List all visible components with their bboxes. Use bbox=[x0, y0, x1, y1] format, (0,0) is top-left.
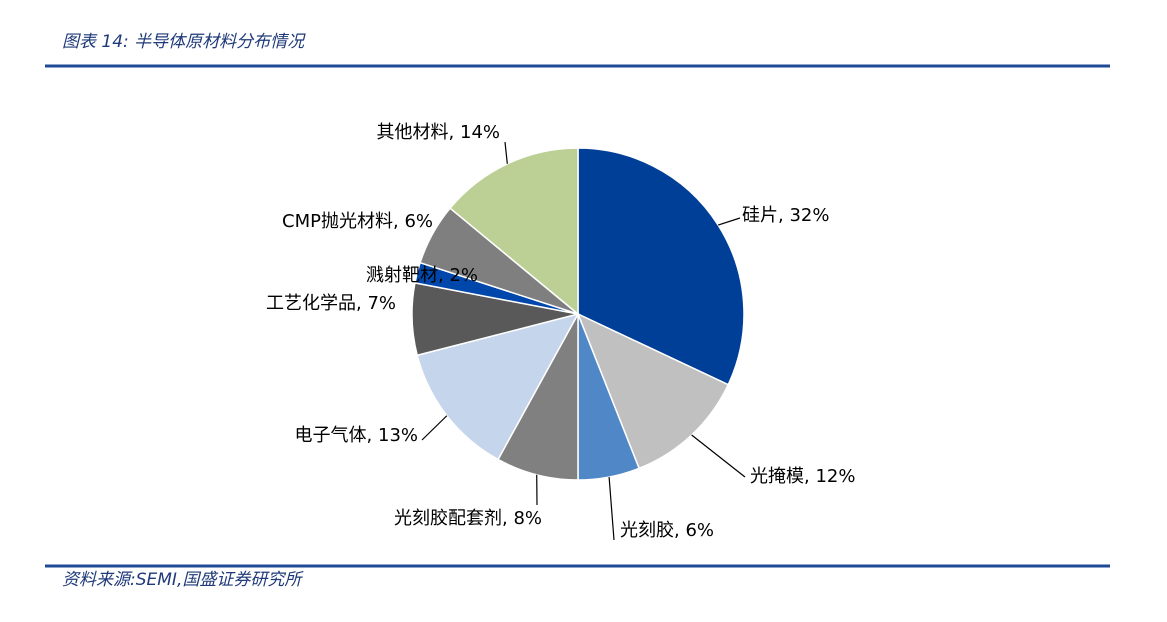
slice-label: CMP抛光材料, 6% bbox=[282, 211, 433, 232]
pie-slice bbox=[576, 312, 730, 470]
slice-label: 其他材料, 14% bbox=[377, 122, 500, 143]
pie-slice bbox=[416, 312, 580, 461]
pie-slice bbox=[449, 147, 579, 316]
leader-line bbox=[504, 141, 508, 164]
pie-slice bbox=[577, 147, 745, 386]
slice-label: 光刻胶, 6% bbox=[620, 520, 714, 541]
slice-label: 硅片, 32% bbox=[742, 205, 829, 226]
slice-label: 光掩模, 12% bbox=[750, 466, 855, 487]
leader-line bbox=[717, 217, 741, 226]
slice-label: 工艺化学品, 7% bbox=[266, 293, 396, 314]
leader-line bbox=[691, 434, 746, 478]
figure-title: 图表 14: 半导体原材料分布情况 bbox=[62, 32, 306, 52]
pie bbox=[411, 141, 746, 541]
slice-label: 电子气体, 13% bbox=[295, 425, 418, 446]
leader-line bbox=[608, 477, 615, 541]
leader-line bbox=[421, 415, 448, 441]
slice-label: 光刻胶配套剂, 8% bbox=[394, 508, 542, 529]
source-note: 资料来源:SEMI,国盛证券研究所 bbox=[62, 570, 304, 590]
slice-label: 溅射靶材, 2% bbox=[366, 265, 478, 286]
